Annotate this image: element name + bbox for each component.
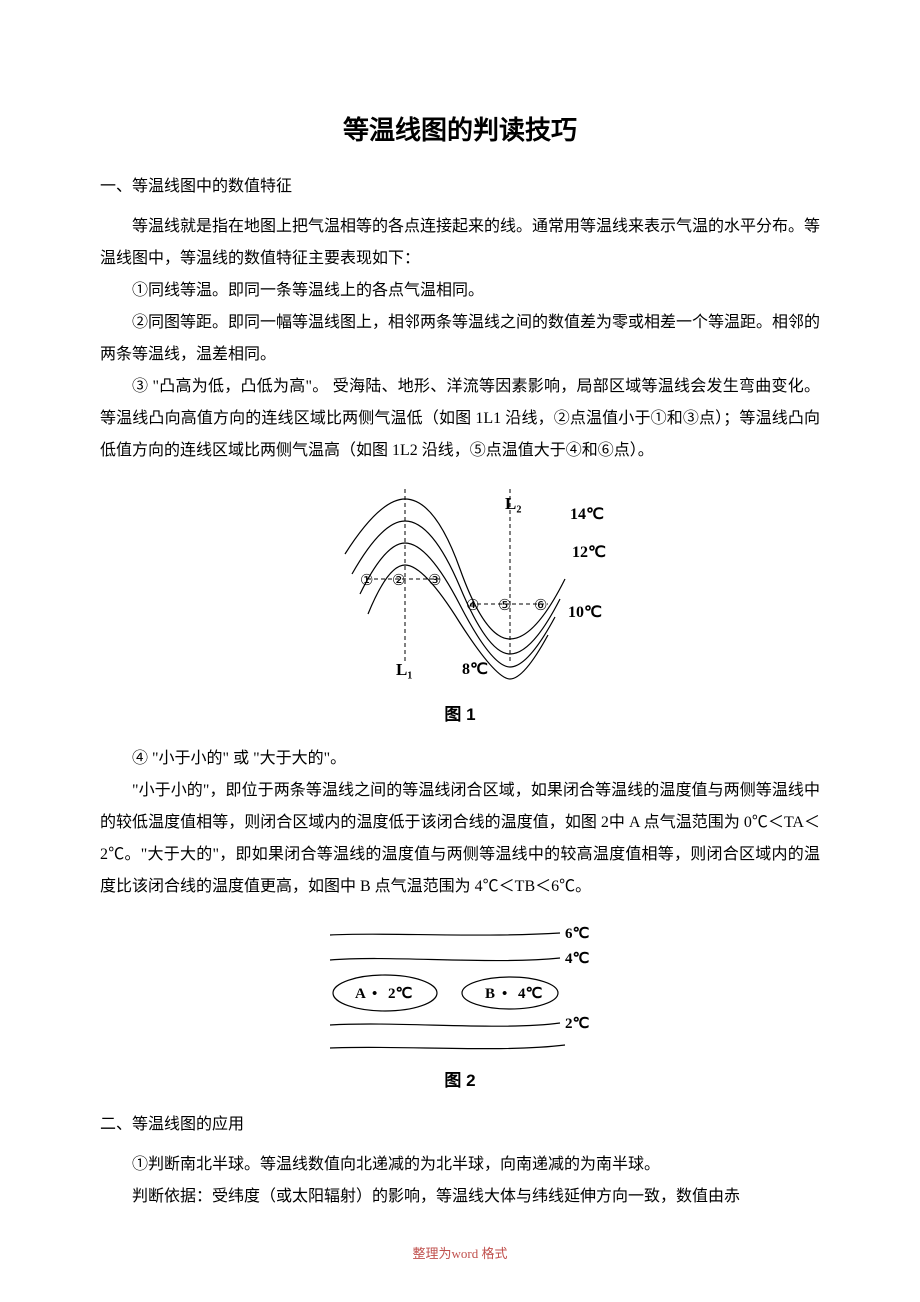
figure2-caption: 图 2 xyxy=(100,1066,820,1091)
section1-item1: ①同线等温。即同一条等温线上的各点气温相同。 xyxy=(100,275,820,307)
fig2-t2a: 2℃ xyxy=(388,986,413,1002)
section1-intro: 等温线就是指在地图上把气温相等的各点连接起来的线。通常用等温线来表示气温的水平分… xyxy=(100,211,820,275)
section1-item3: ③ "凸高为低，凸低为高"。 受海陆、地形、洋流等因素影响，局部区域等温线会发生… xyxy=(100,371,820,467)
figure2-svg: 6℃ 4℃ 2℃ A • 2℃ B • 4℃ xyxy=(300,915,620,1055)
fig1-L1: L₁ xyxy=(396,660,412,679)
figure2-container: 6℃ 4℃ 2℃ A • 2℃ B • 4℃ 图 2 xyxy=(100,915,820,1091)
fig2-t2b: 2℃ xyxy=(565,1016,590,1032)
fig2-B: B xyxy=(485,986,495,1002)
fig2-dot-b: • xyxy=(502,986,507,1002)
fig1-L2: L₂ xyxy=(505,494,521,513)
fig1-p4: ④ xyxy=(466,598,479,614)
section1-item4: ④ "小于小的" 或 "大于大的"。 xyxy=(100,743,820,775)
section2-item1-detail: 判断依据：受纬度（或太阳辐射）的影响，等温线大体与纬线延伸方向一致，数值由赤 xyxy=(100,1181,820,1213)
fig2-t4b: 4℃ xyxy=(518,986,543,1002)
fig2-t6: 6℃ xyxy=(565,926,590,942)
page-title: 等温线图的判读技巧 xyxy=(100,110,820,147)
fig1-t12: 12℃ xyxy=(572,544,606,561)
section1-item2: ②同图等距。即同一幅等温线图上，相邻两条等温线之间的数值差为零或相差一个等温距。… xyxy=(100,307,820,371)
fig1-t14: 14℃ xyxy=(570,506,604,523)
section1-heading: 一、等温线图中的数值特征 xyxy=(100,171,820,203)
fig2-A: A xyxy=(355,986,366,1002)
fig1-t8: 8℃ xyxy=(462,661,488,678)
figure1-svg: 14℃ 12℃ 10℃ 8℃ L₂ L₁ ① ② ③ ④ ⑤ ⑥ xyxy=(310,479,610,689)
figure1-container: 14℃ 12℃ 10℃ 8℃ L₂ L₁ ① ② ③ ④ ⑤ ⑥ 图 1 xyxy=(100,479,820,725)
section1-item4-detail: "小于小的"，即位于两条等温线之间的等温线闭合区域，如果闭合等温线的温度值与两侧… xyxy=(100,775,820,903)
fig2-t4a: 4℃ xyxy=(565,951,590,967)
fig1-p3: ③ xyxy=(428,573,441,589)
section2-heading: 二、等温线图的应用 xyxy=(100,1109,820,1141)
fig1-p1: ① xyxy=(360,573,373,589)
section2-item1: ①判断南北半球。等温线数值向北递减的为北半球，向南递减的为南半球。 xyxy=(100,1149,820,1181)
figure1-caption: 图 1 xyxy=(100,700,820,725)
fig1-t10: 10℃ xyxy=(568,604,602,621)
fig1-p6: ⑥ xyxy=(534,598,547,614)
fig1-p5: ⑤ xyxy=(498,598,511,614)
fig2-dot-a: • xyxy=(372,986,377,1002)
fig1-p2: ② xyxy=(392,573,405,589)
footer: 整理为word 格式 xyxy=(100,1243,820,1262)
